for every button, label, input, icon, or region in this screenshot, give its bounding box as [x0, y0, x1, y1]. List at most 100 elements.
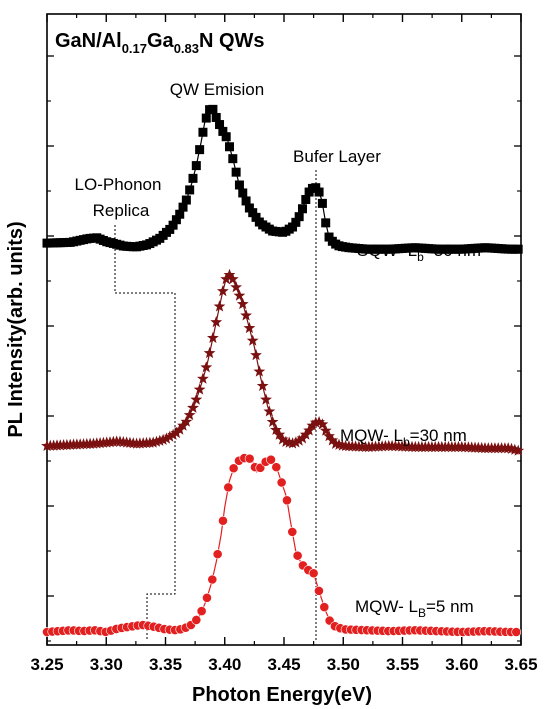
data-point-star: [296, 432, 309, 444]
data-point-circle: [202, 592, 212, 603]
data-point-star: [230, 281, 242, 293]
data-point-star: [226, 273, 239, 285]
data-point-star: [243, 321, 256, 334]
data-point-square: [513, 244, 523, 254]
data-point-square: [168, 220, 178, 230]
x-tick-label: 3.40: [208, 655, 241, 674]
data-point-square: [231, 167, 241, 177]
data-point-star: [147, 436, 160, 448]
x-axis-title: Photon Energy(eV): [192, 684, 372, 706]
data-point-circle: [292, 550, 303, 561]
data-point-star: [256, 379, 269, 391]
data-point-circle: [244, 453, 255, 464]
data-point-square: [201, 113, 211, 123]
plot-border: [46, 13, 522, 646]
data-point-square: [211, 112, 221, 122]
data-point-star: [200, 361, 213, 373]
data-point-circle: [196, 606, 207, 616]
data-point-star: [246, 334, 259, 346]
title-subscript: 0.83: [174, 41, 199, 56]
data-point-circle: [308, 568, 319, 579]
data-point-star: [512, 444, 525, 456]
x-tick-label: 3.35: [149, 655, 182, 674]
data-point-square: [178, 202, 188, 212]
data-point-square: [218, 126, 228, 136]
data-point-star: [187, 401, 199, 413]
data-point-square: [251, 212, 261, 222]
data-point-circle: [271, 462, 282, 473]
data-point-square: [291, 217, 301, 227]
data-point-square: [224, 142, 234, 152]
buffer-layer-label: Bufer Layer: [293, 147, 381, 166]
data-point-square: [294, 212, 304, 222]
data-point-star: [153, 434, 166, 446]
series-label-0: SQW- Lb=30 nm: [357, 241, 481, 264]
data-point-star: [170, 426, 183, 439]
data-point-star: [233, 289, 246, 301]
data-point-star: [197, 372, 209, 384]
data-point-star: [299, 428, 312, 440]
data-point-circle: [319, 602, 330, 612]
series-layer: [41, 104, 525, 637]
data-point-circle: [276, 477, 287, 488]
data-point-star: [150, 435, 163, 447]
data-point-circle: [314, 585, 324, 596]
data-point-star: [253, 365, 266, 377]
label-part: =30 nm: [410, 426, 467, 445]
x-tick-label: 3.55: [386, 655, 419, 674]
data-point-star: [210, 316, 223, 328]
x-tick-label: 3.25: [30, 655, 63, 674]
data-point-star: [316, 418, 329, 430]
data-point-star: [293, 434, 306, 446]
series-label-1: MQW- Lb=30 nm: [340, 426, 467, 449]
label-part: MQW- L: [355, 597, 418, 616]
data-point-square: [314, 187, 324, 197]
axis-layer: 3.25 3.30 3.35 3.40 3.45 3.50 3.55 3.60 3.65 Phot…: [5, 14, 538, 706]
data-point-square: [181, 195, 191, 205]
lo-phonon-connector: [114, 225, 176, 640]
data-point-square: [317, 198, 327, 208]
data-point-square: [244, 203, 254, 213]
data-point-circle: [191, 615, 202, 625]
data-point-square: [195, 145, 205, 155]
label-part: =5 nm: [426, 597, 474, 616]
data-point-star: [266, 415, 279, 427]
title-part: GaN/Al: [55, 30, 122, 52]
data-point-star: [167, 428, 179, 440]
x-tick-label: 3.60: [445, 655, 478, 674]
label-part: SQW- L: [357, 241, 417, 260]
series-label-2: MQW- LB=5 nm: [355, 597, 474, 620]
label-subscript: b: [417, 250, 424, 264]
data-point-square: [185, 185, 195, 195]
data-point-square: [301, 194, 311, 204]
plot-title: GaN/Al0.17Ga0.83N QWs: [55, 30, 265, 56]
x-tick-label: 3.65: [504, 655, 537, 674]
data-point-star: [250, 349, 262, 361]
label-part: MQW- L: [340, 426, 403, 445]
data-point-circle: [511, 627, 522, 637]
data-point-circle: [212, 549, 223, 560]
data-point-square: [234, 180, 244, 190]
label-subscript: b: [403, 435, 410, 449]
data-point-square: [238, 188, 248, 198]
data-point-star: [323, 430, 335, 442]
replica-label: Replica: [93, 201, 150, 220]
data-point-square: [171, 215, 181, 225]
data-point-star: [177, 419, 189, 431]
data-point-square: [175, 209, 185, 219]
data-point-star: [213, 300, 226, 312]
data-point-star: [290, 436, 302, 448]
title-subscript: 0.17: [122, 41, 147, 56]
data-point-star: [286, 437, 299, 449]
data-point-square: [297, 204, 307, 214]
data-point-square: [221, 132, 231, 142]
data-point-star: [263, 405, 276, 417]
data-point-circle: [266, 454, 276, 465]
data-point-circle: [228, 463, 239, 474]
connector-layer: [114, 170, 317, 640]
data-point-circle: [223, 482, 234, 493]
y-axis-title: PL Intensity(arb. units): [5, 221, 27, 437]
data-point-square: [321, 218, 331, 228]
data-point-star: [270, 423, 282, 435]
